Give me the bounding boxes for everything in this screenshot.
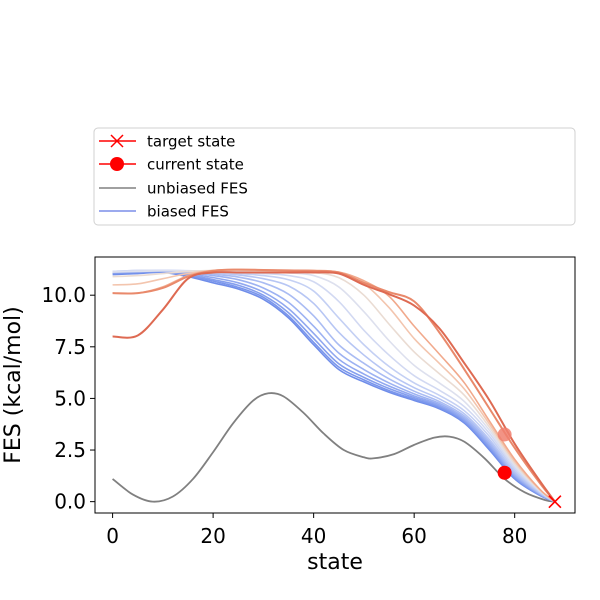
biased-fes-line-15 — [112, 271, 556, 503]
y-axis-label: FES (kcal/mol) — [1, 306, 26, 464]
current-state-marker — [497, 465, 512, 480]
legend-entry-biased-fes: biased FES — [99, 203, 229, 221]
legend-entry-current-state: current state — [99, 156, 244, 174]
target-state-marker — [548, 495, 562, 509]
y-tick-label: 7.5 — [54, 335, 86, 359]
previous-state-marker — [497, 427, 512, 442]
legend-target-x-marker — [110, 134, 124, 148]
x-axis-label: state — [307, 550, 363, 575]
x-tick-label: 0 — [106, 524, 119, 548]
biased-fes-line-5 — [112, 269, 556, 503]
x-tick-label: 20 — [200, 524, 225, 548]
x-tick-label: 40 — [301, 524, 326, 548]
marker-layer — [497, 427, 562, 509]
legend-entry-target-state: target state — [99, 133, 235, 151]
biased-fes-line-11 — [112, 269, 556, 503]
legend-biased-label: biased FES — [147, 203, 229, 221]
legend-frame — [93, 127, 576, 226]
y-tick-label: 2.5 — [54, 438, 86, 462]
legend-unbiased-label: unbiased FES — [147, 180, 248, 198]
biased-fes-line-3 — [112, 270, 556, 503]
y-tick-label: 10.0 — [41, 283, 86, 307]
unbiased-fes-line — [112, 392, 556, 503]
y-tick-label: 5.0 — [54, 386, 86, 410]
legend-current-dot-marker — [110, 157, 124, 171]
x-tick-label: 60 — [401, 524, 426, 548]
biased-fes-line-14 — [112, 268, 556, 503]
series-layer — [112, 268, 556, 503]
x-tick-label: 80 — [502, 524, 527, 548]
legend-current-label: current state — [147, 156, 244, 174]
y-tick-label: 0.0 — [54, 490, 86, 514]
legend-target-label: target state — [147, 133, 235, 151]
legend: target state current state unbiased FES … — [93, 127, 576, 226]
tick-layer: 0 20 40 60 80 0.0 2.5 5.0 7.5 10.0 — [41, 283, 527, 548]
legend-entry-unbiased-fes: unbiased FES — [99, 180, 248, 198]
